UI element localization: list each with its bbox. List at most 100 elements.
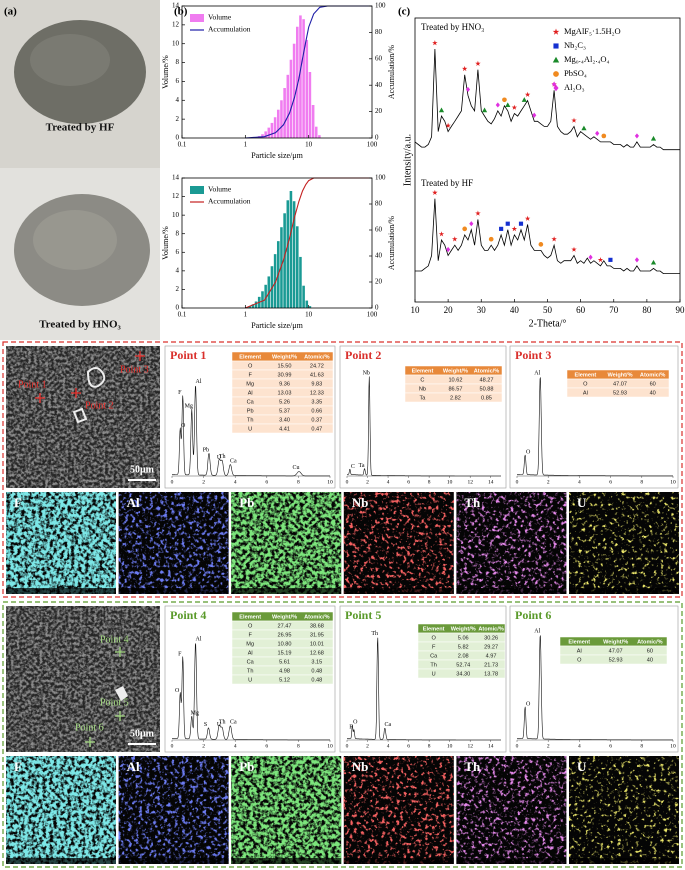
- y-axis-label: Volume/%: [161, 55, 170, 89]
- y-tick-label: 0: [176, 304, 180, 312]
- phase-marker: [475, 210, 481, 216]
- phase-marker: [553, 43, 559, 49]
- y-tick-label: 6: [176, 248, 180, 256]
- peak-label: Al: [196, 379, 202, 385]
- x-axis-label: Particle size/μm: [251, 321, 303, 330]
- bar: [286, 74, 290, 138]
- x-tick-label: 80: [642, 305, 652, 315]
- bar: [276, 109, 280, 138]
- map-footer: [118, 858, 229, 864]
- table-cell: 5.37: [279, 408, 290, 414]
- table-cell: 10.62: [448, 377, 462, 383]
- phase-marker: [432, 189, 438, 195]
- table-cell: 0.66: [311, 408, 322, 414]
- bar: [283, 213, 286, 308]
- phase-marker: [481, 107, 488, 113]
- x-tick-label: 10: [670, 743, 676, 749]
- table-header-cell: Element: [239, 614, 261, 620]
- x-tick-label: 4: [578, 479, 581, 485]
- table-cell: 38.68: [310, 623, 324, 629]
- y2-tick-label: 0: [375, 134, 379, 142]
- bar: [261, 134, 264, 138]
- x-tick-label: 4: [578, 743, 581, 749]
- phase-marker: [571, 246, 577, 252]
- table-header-cell: Weight/%: [608, 372, 633, 378]
- phase-marker: [650, 135, 657, 141]
- element-map-signal: [6, 756, 116, 864]
- table-cell: F: [432, 644, 436, 650]
- y-tick-label: 4: [176, 266, 180, 274]
- peak-label: C: [351, 464, 355, 470]
- spectrum-trace: [517, 377, 673, 477]
- table-cell: 52.93: [613, 390, 627, 396]
- y2-tick-label: 80: [375, 200, 383, 208]
- table-cell: 10.80: [278, 641, 292, 647]
- table-cell: 2.82: [450, 395, 461, 401]
- bar: [267, 127, 271, 138]
- bar: [248, 306, 252, 308]
- phase-marker: [499, 226, 504, 231]
- accumulation-line: [245, 5, 372, 139]
- peak-label: O: [181, 423, 186, 429]
- bar: [264, 131, 267, 138]
- point-label: Point 3: [120, 364, 149, 375]
- table-row: [417, 668, 506, 679]
- table-cell: F: [248, 632, 252, 638]
- phase-marker: [595, 130, 600, 136]
- bar: [296, 26, 299, 138]
- point-marker: [85, 737, 95, 747]
- peak-label: O: [175, 688, 180, 694]
- element-map-signal: [118, 492, 229, 594]
- table-cell: O: [583, 381, 588, 387]
- phase-marker: [438, 231, 445, 237]
- y2-axis-label: Accumulation/%: [387, 216, 396, 271]
- table-cell: 15.50: [278, 363, 292, 369]
- phase-marker: [445, 122, 451, 128]
- table-cell: 5.26: [279, 399, 290, 405]
- phase-marker: [438, 107, 445, 113]
- bar: [273, 254, 277, 308]
- phase-marker: [462, 226, 468, 232]
- legend-label: Volume: [208, 13, 232, 22]
- point-label: Point 5: [100, 697, 129, 708]
- table-cell: 47.07: [609, 648, 623, 654]
- legend-label: Nb₂C₃: [564, 40, 586, 50]
- table-row: [404, 392, 503, 403]
- table-header-cell: Element: [239, 354, 261, 360]
- bar: [286, 200, 290, 308]
- y2-tick-label: 20: [375, 107, 383, 115]
- bar: [305, 39, 309, 138]
- bar: [302, 285, 305, 308]
- bar: [311, 105, 315, 138]
- table-cell: 10.01: [310, 641, 324, 647]
- table-header-cell: Weight/%: [272, 354, 297, 360]
- map-footer: [6, 858, 116, 864]
- bar: [315, 126, 318, 138]
- table-cell: 26.95: [278, 632, 292, 638]
- table-cell: 40: [647, 657, 653, 663]
- y2-tick-label: 100: [375, 174, 386, 182]
- map-label: Pb: [239, 495, 254, 510]
- phase-marker: [581, 125, 587, 131]
- x-tick-label: 10: [411, 305, 421, 315]
- y-tick-label: 6: [176, 77, 180, 85]
- phase-marker: [650, 259, 657, 265]
- map-footer: [6, 588, 116, 594]
- element-map-signal: [6, 492, 116, 594]
- phase-marker: [552, 56, 560, 63]
- table-cell: 3.40: [279, 417, 290, 423]
- peak-label: Cu: [293, 465, 300, 471]
- peak-label: Al: [196, 636, 202, 642]
- table-cell: Ca: [430, 653, 438, 659]
- map-footer: [569, 858, 679, 864]
- table-cell: 48.27: [479, 377, 493, 383]
- table-cell: 3.35: [311, 399, 322, 405]
- table-cell: Ca: [247, 659, 255, 665]
- y2-tick-label: 100: [375, 2, 386, 10]
- element-map-signal: [456, 492, 567, 594]
- map-footer: [231, 858, 342, 864]
- table-cell: 9.83: [311, 381, 322, 387]
- phase-marker: [634, 257, 640, 263]
- legend-swatch: [190, 14, 204, 22]
- phase-marker: [571, 117, 577, 123]
